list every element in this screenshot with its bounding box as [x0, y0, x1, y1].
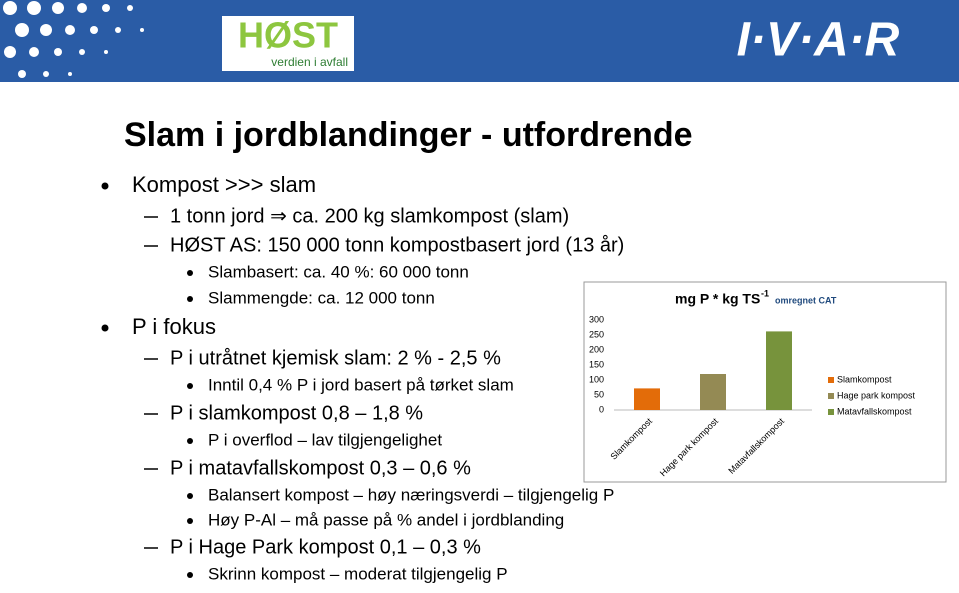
bullet-text: P i matavfallskompost 0,3 – 0,6 % [170, 457, 471, 479]
legend-swatch [828, 393, 834, 399]
bullet-dot [101, 182, 109, 190]
bullet-text: P i fokus [132, 314, 216, 339]
y-tick-label: 250 [589, 329, 604, 339]
bullet-dot [187, 296, 193, 302]
chart-title-note: omregnet CAT [775, 295, 837, 305]
bullet-text: P i slamkompost 0,8 – 1,8 % [170, 402, 423, 424]
bullet-dot [187, 438, 193, 444]
chart-frame [583, 281, 947, 483]
chart-title: mg P * kg TS [675, 291, 760, 307]
bullet-text: P i overflod – lav tilgjengelighet [208, 430, 442, 449]
legend-label: Matavfallskompost [837, 406, 912, 416]
logo-box [222, 16, 354, 71]
bullet-text: Balansert kompost – høy næringsverdi – t… [208, 485, 614, 504]
bullet-dot [187, 383, 193, 389]
y-tick-label: 200 [589, 344, 604, 354]
bullet-text: Kompost >>> slam [132, 172, 316, 197]
y-tick-label: 300 [589, 314, 604, 324]
bullet-text: P i Hage Park kompost 0,1 – 0,3 % [170, 536, 481, 558]
banner [0, 0, 959, 82]
y-tick-label: 150 [589, 359, 604, 369]
logo-right: I·V·A·R [737, 14, 900, 67]
bullet-text: Inntil 0,4 % P i jord basert på tørket s… [208, 375, 514, 394]
logo-left: HØST [238, 15, 338, 56]
y-tick-label: 100 [589, 374, 604, 384]
slide-title: Slam i jordblandinger - utfordrende [124, 116, 693, 154]
legend-swatch [828, 409, 834, 415]
dot-pattern [3, 1, 144, 78]
bullet-list: Kompost >>> slam 1 tonn jord ⇒ ca. 200 kg… [101, 172, 624, 583]
bar [700, 374, 726, 410]
y-tick-label: 0 [599, 404, 604, 414]
legend-swatch [828, 377, 834, 383]
legend-label: Slamkompost [837, 374, 892, 384]
bullet-text: P i utråtnet kjemisk slam: 2 % - 2,5 % [170, 347, 501, 369]
bullet-dot [187, 270, 193, 276]
chart-title-sup: -1 [761, 288, 769, 298]
bullet-dot [187, 572, 193, 578]
legend-label: Hage park kompost [837, 390, 916, 400]
bullet-text: Høy P-Al – må passe på % andel i jordbla… [208, 510, 564, 529]
logo-tagline: verdien i avfall [271, 55, 348, 69]
bullet-text: Skrinn kompost – moderat tilgjengelig P [208, 564, 508, 583]
bar [634, 388, 660, 410]
bullet-text: Slambasert: ca. 40 %: 60 000 tonn [208, 262, 469, 281]
bullet-text: 1 tonn jord ⇒ ca. 200 kg slamkompost (sl… [170, 205, 569, 227]
bullet-text: Slammengde: ca. 12 000 tonn [208, 288, 435, 307]
bar [766, 331, 792, 410]
bullet-dot [187, 493, 193, 499]
y-tick-label: 50 [594, 389, 604, 399]
bullet-dot [187, 518, 193, 524]
bullet-dot [101, 324, 109, 332]
bullet-text: HØST AS: 150 000 tonn kompostbasert jord… [170, 234, 624, 256]
